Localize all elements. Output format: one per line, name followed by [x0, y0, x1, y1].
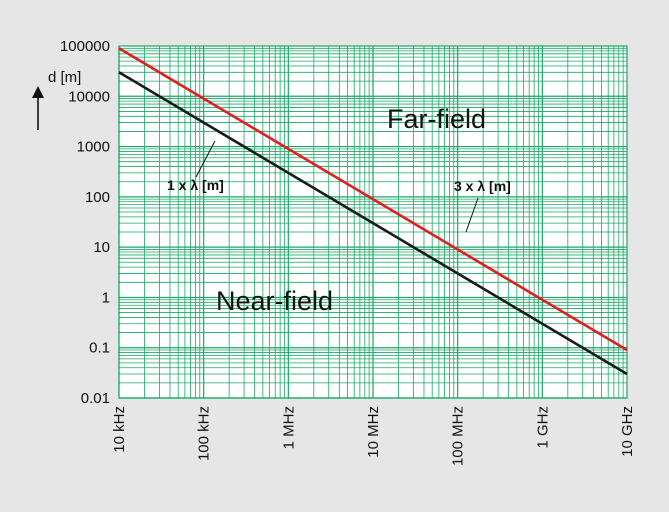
y-tick-label: 100000 [60, 38, 110, 55]
y-tick-label: 100 [85, 189, 110, 206]
x-tick-label: 1 MHz [280, 406, 297, 449]
x-tick-label: 1 GHz [534, 406, 551, 449]
x-tick-label: 10 kHz [111, 406, 128, 453]
x-tick-label: 100 MHz [450, 406, 467, 466]
grid [118, 46, 627, 399]
y-axis-arrow-icon [32, 86, 44, 130]
one-lambda-label: 1 x λ [m] [167, 177, 224, 193]
y-tick-label: 0.01 [81, 390, 110, 407]
three-lambda-leader [465, 197, 479, 233]
y-tick-label: 1000 [77, 139, 110, 156]
one-lambda-leader [195, 140, 216, 178]
x-tick-label: 10 MHz [365, 406, 382, 458]
x-tick-label: 10 GHz [619, 406, 636, 457]
x-tick-labels: 10 kHz 100 kHz 1 MHz 10 MHz 100 MHz 1 GHz 10 G… [111, 406, 636, 466]
y-axis-label: d [m] [48, 69, 81, 86]
y-tick-label: 0.1 [89, 340, 110, 357]
y-tick-label: 10000 [68, 88, 110, 105]
far-field-label: Far-field [387, 104, 486, 134]
y-tick-labels: 100000 10000 1000 100 10 1 0.1 0.01 [60, 38, 110, 407]
x-tick-label: 100 kHz [196, 406, 213, 461]
one-lambda-line [118, 71, 628, 376]
series-lines [118, 47, 628, 376]
three-lambda-line [118, 47, 628, 352]
y-tick-label: 1 [102, 289, 110, 306]
three-lambda-label: 3 x λ [m] [454, 178, 511, 194]
plot-frame [118, 45, 628, 399]
y-tick-label: 10 [93, 239, 110, 256]
near-field-label: Near-field [216, 286, 333, 316]
